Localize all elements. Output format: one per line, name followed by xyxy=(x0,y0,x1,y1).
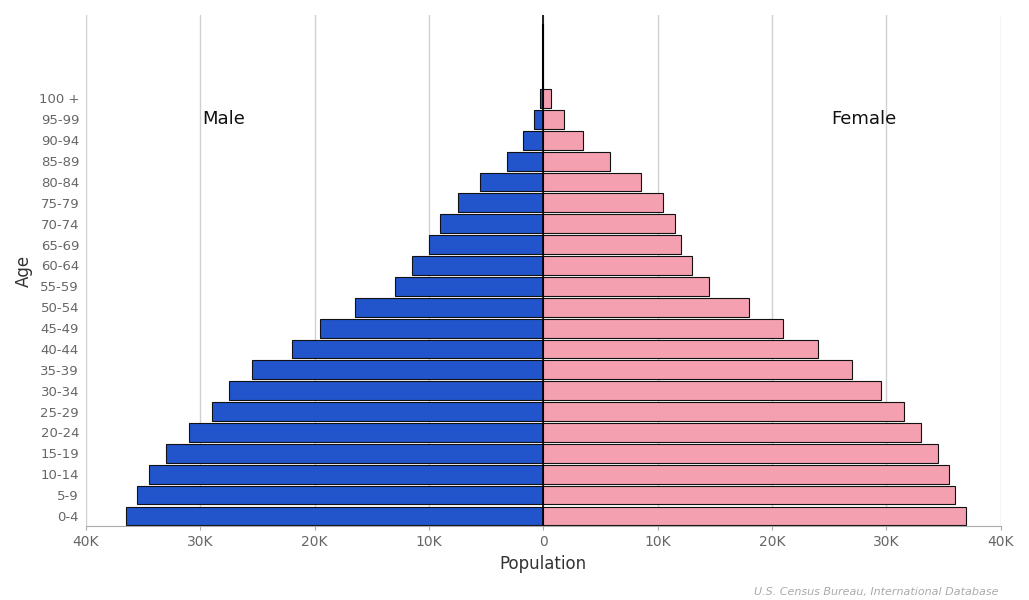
Bar xyxy=(523,131,543,149)
Bar xyxy=(543,173,641,191)
Bar xyxy=(540,89,543,108)
X-axis label: Population: Population xyxy=(500,555,587,573)
Bar xyxy=(543,402,903,421)
Bar xyxy=(543,193,664,212)
Bar xyxy=(543,444,937,463)
Bar xyxy=(189,423,543,442)
Bar xyxy=(543,131,583,149)
Bar xyxy=(149,465,543,484)
Bar xyxy=(543,214,675,233)
Bar xyxy=(543,89,552,108)
Bar xyxy=(543,486,955,505)
Y-axis label: Age: Age xyxy=(15,254,33,287)
Bar xyxy=(543,110,564,129)
Bar xyxy=(543,277,709,296)
Bar xyxy=(481,173,543,191)
Bar xyxy=(543,256,693,275)
Bar xyxy=(543,340,818,358)
Text: Male: Male xyxy=(202,110,245,128)
Bar xyxy=(543,506,966,526)
Bar xyxy=(534,110,543,129)
Bar xyxy=(320,319,543,338)
Bar xyxy=(395,277,543,296)
Bar xyxy=(543,235,680,254)
Bar xyxy=(412,256,543,275)
Bar xyxy=(440,214,543,233)
Bar xyxy=(355,298,543,317)
Bar xyxy=(507,152,543,170)
Bar xyxy=(252,361,543,379)
Bar xyxy=(166,444,543,463)
Bar xyxy=(543,423,921,442)
Text: Female: Female xyxy=(830,110,896,128)
Bar xyxy=(292,340,543,358)
Bar xyxy=(543,382,881,400)
Bar xyxy=(543,361,852,379)
Bar xyxy=(126,506,543,526)
Bar xyxy=(543,319,783,338)
Bar xyxy=(228,382,543,400)
Bar xyxy=(543,152,610,170)
Bar xyxy=(138,486,543,505)
Bar xyxy=(543,465,950,484)
Bar xyxy=(212,402,543,421)
Bar xyxy=(543,298,749,317)
Text: U.S. Census Bureau, International Database: U.S. Census Bureau, International Databa… xyxy=(753,587,998,597)
Bar xyxy=(429,235,543,254)
Bar xyxy=(458,193,543,212)
